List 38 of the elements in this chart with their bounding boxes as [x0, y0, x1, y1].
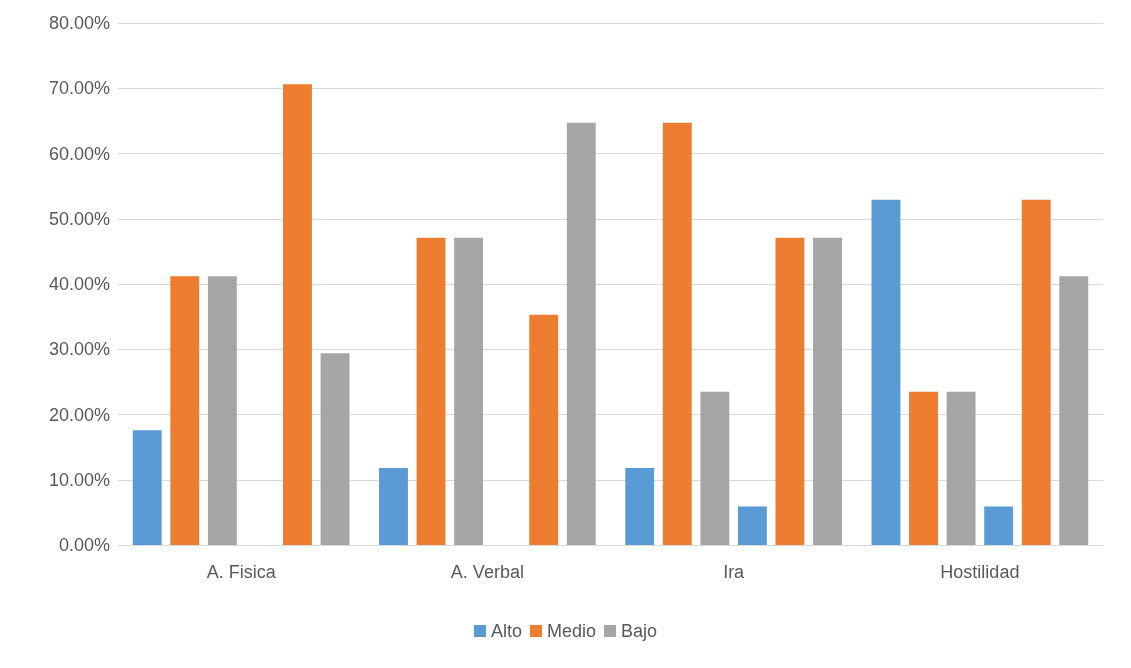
y-tick-label: 50.00% [48, 208, 110, 229]
bar [566, 122, 596, 545]
y-tick-label: 0.00% [58, 535, 110, 555]
bar [529, 314, 559, 545]
legend-label: Medio [546, 621, 597, 641]
bar [170, 276, 200, 545]
bar [813, 237, 842, 545]
bar [1021, 199, 1051, 545]
y-tick-label: 30.00% [48, 339, 110, 360]
bar [132, 430, 162, 545]
legend-label: Bajo [621, 621, 658, 641]
bar [454, 237, 484, 545]
bar [625, 468, 655, 545]
y-tick-label: 60.00% [48, 143, 110, 164]
legend-label: Alto [490, 621, 522, 641]
bar [984, 506, 1014, 545]
bar [379, 468, 408, 545]
bar [283, 84, 312, 545]
y-tick-label: 20.00% [48, 404, 110, 425]
x-tick-label: A. Fisica [206, 562, 277, 582]
bar [662, 122, 692, 545]
bar [737, 506, 767, 545]
bar [946, 391, 976, 545]
bar [320, 353, 350, 545]
bar [909, 391, 938, 545]
y-tick-label: 70.00% [48, 78, 110, 99]
x-tick-label: Ira [723, 562, 746, 582]
bar [775, 237, 805, 545]
bar [207, 276, 237, 545]
bar [1059, 276, 1089, 545]
y-tick-label: 10.00% [48, 469, 110, 490]
bar [416, 237, 446, 545]
y-tick-label: 80.00% [48, 13, 110, 33]
x-tick-label: A. Verbal [450, 562, 524, 582]
y-tick-label: 40.00% [48, 274, 110, 294]
x-tick-label: Hostilidad [940, 562, 1020, 582]
bar [700, 391, 730, 545]
bar [871, 199, 901, 545]
